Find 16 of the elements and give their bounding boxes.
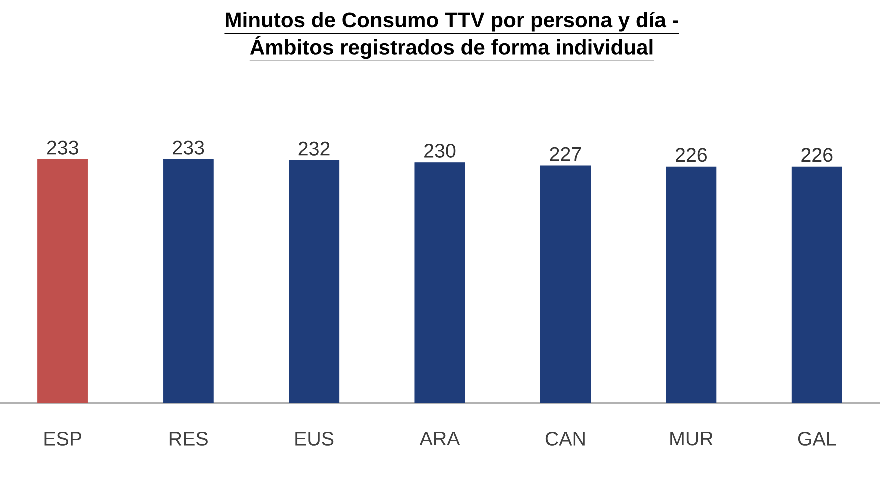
data-label: 226	[802, 148, 833, 162]
x-tick-label: ARA	[420, 432, 460, 446]
x-tick-label: ESP	[44, 432, 82, 446]
x-tick-label: RES	[170, 432, 208, 446]
data-label: 233	[47, 140, 78, 155]
chart-subtitle: Ámbitos registrados de forma individual	[250, 36, 653, 60]
x-tick-label: CAN	[546, 432, 585, 446]
x-tick-label: MUR	[670, 432, 713, 446]
data-label: 226	[676, 148, 707, 162]
chart-title: Minutos de Consumo TTV por persona y día -	[226, 12, 678, 32]
data-label: 227	[550, 147, 582, 162]
data-label: 233	[173, 140, 204, 155]
data-label: 232	[298, 142, 330, 156]
x-tick-label: GAL	[798, 432, 836, 446]
x-tick-label: EUS	[296, 432, 334, 446]
data-label: 230	[424, 144, 456, 158]
